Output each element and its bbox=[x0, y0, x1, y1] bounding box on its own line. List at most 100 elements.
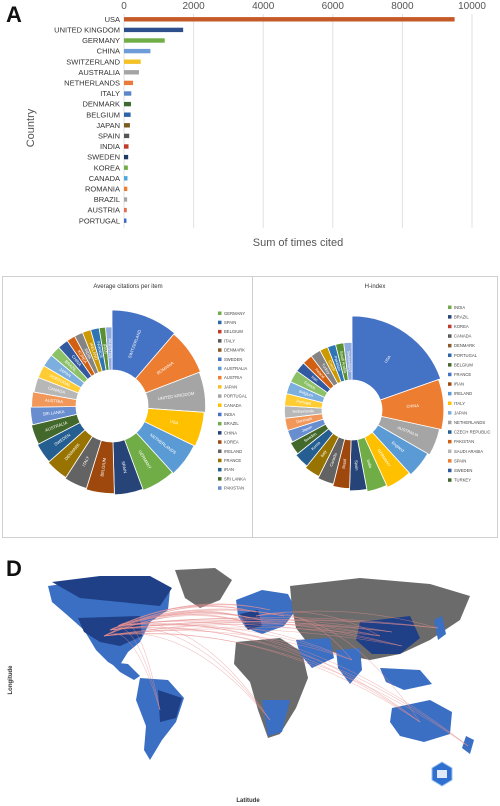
category-label: ROMANIA bbox=[85, 185, 120, 194]
slice-label: Netherlands bbox=[292, 408, 314, 414]
legend-label: AUSTRALIA bbox=[224, 366, 247, 371]
slice-label: SPAIN bbox=[121, 461, 128, 474]
legend-swatch bbox=[218, 477, 222, 481]
category-label: USA bbox=[105, 15, 120, 24]
land-middle-east bbox=[296, 638, 334, 668]
panel-label-d: D bbox=[6, 556, 22, 581]
bar bbox=[124, 186, 128, 192]
collab-link bbox=[109, 627, 421, 723]
legend-label: FRANCE bbox=[224, 458, 241, 463]
category-label: ITALY bbox=[100, 89, 120, 98]
slice-label: IRELAND bbox=[89, 342, 100, 361]
slice-label: BELGIUM bbox=[99, 457, 107, 477]
collab-link bbox=[117, 619, 403, 647]
legend-swatch bbox=[218, 486, 222, 490]
slice-label: Denmark bbox=[296, 416, 313, 424]
donut-slices bbox=[284, 315, 445, 493]
slice-label: AUSTRIA bbox=[45, 398, 64, 404]
bar bbox=[124, 133, 130, 139]
category-label: CHINA bbox=[97, 47, 120, 56]
collab-link bbox=[117, 623, 469, 747]
bar bbox=[124, 218, 127, 223]
land-canada bbox=[52, 576, 172, 606]
land-new-zealand bbox=[462, 736, 474, 754]
legend-label: PAKISTAN bbox=[224, 486, 244, 491]
collab-link bbox=[109, 627, 271, 721]
bar-chart-times-cited: 0 2000 4000 6000 8000 10000 USA UNITED KINGDOM… bbox=[25, 1, 486, 249]
category-label: SWITZERLAND bbox=[66, 57, 120, 66]
slice-label: INDIA bbox=[83, 348, 92, 360]
x-tick-label: 10000 bbox=[458, 1, 486, 12]
legend-label: KOREA bbox=[454, 324, 469, 329]
legend: INDIA BRAZIL KOREA CANADA DENMARK PORTUGAL BEL… bbox=[448, 305, 491, 483]
legend-swatch bbox=[218, 458, 222, 463]
legend-label: IRELAND bbox=[224, 449, 242, 454]
legend-label: JAPAN bbox=[224, 384, 237, 389]
legend-label: SPAIN bbox=[454, 458, 466, 463]
legend-swatch bbox=[448, 391, 452, 396]
donut-slices bbox=[30, 309, 206, 496]
legend-label: BELGIUM bbox=[224, 329, 243, 334]
x-axis-ticks: 0 2000 4000 6000 8000 10000 bbox=[121, 1, 486, 12]
legend-swatch bbox=[218, 394, 222, 398]
category-label: AUSTRIA bbox=[87, 206, 120, 215]
slice-label: Portugal bbox=[296, 398, 312, 405]
bar-series bbox=[124, 17, 455, 223]
legend-swatch bbox=[448, 363, 452, 367]
legend-label: BELGIUM bbox=[454, 362, 473, 367]
land-greenland bbox=[175, 568, 232, 608]
collab-link bbox=[103, 633, 421, 723]
legend-label: GERMANY bbox=[224, 311, 245, 316]
land-japan bbox=[434, 616, 446, 640]
legend-label: AUSTRIA bbox=[224, 375, 242, 380]
collab-link bbox=[117, 623, 271, 721]
legend-swatch bbox=[448, 324, 452, 329]
legend-swatch bbox=[448, 478, 452, 482]
collab-link bbox=[117, 608, 285, 627]
category-label: INDIA bbox=[100, 142, 120, 151]
legend-swatch bbox=[448, 439, 452, 444]
slice-label: CHINA bbox=[406, 403, 419, 409]
bar bbox=[124, 197, 128, 202]
slice-label: Korea bbox=[310, 440, 322, 452]
slice-label: Italy bbox=[319, 449, 327, 458]
donut-chart-h-index: H-index USACHINAAUSTRALIAEnglandGERMANYI… bbox=[284, 284, 491, 493]
legend-swatch bbox=[448, 468, 452, 473]
legend-label: SRI LANKA bbox=[224, 476, 246, 481]
slice-label: Canada bbox=[328, 452, 338, 468]
legend-swatch bbox=[448, 305, 452, 309]
land-central-america bbox=[110, 662, 140, 680]
legend-label: PORTUGAL bbox=[454, 353, 478, 358]
land-asia bbox=[290, 578, 470, 660]
legend-label: NETHERLANDS bbox=[454, 420, 485, 425]
bar bbox=[124, 59, 141, 64]
bar bbox=[124, 91, 132, 96]
x-axis-label: Sum of times cited bbox=[253, 237, 343, 249]
category-label: BRAZIL bbox=[94, 195, 120, 204]
slice-label: Spain bbox=[354, 460, 360, 471]
slice-label: ITALY bbox=[81, 455, 90, 467]
legend-label: PAKISTAN bbox=[454, 439, 474, 444]
legend-label: CZECH REPUBLIC bbox=[454, 430, 491, 435]
bar bbox=[124, 48, 151, 54]
legend-label: DENMARK bbox=[454, 343, 475, 348]
legend-swatch bbox=[448, 449, 452, 453]
collaboration-links bbox=[103, 603, 469, 747]
donut-chart-average-citations: Average citations per item SWITZERLANDRO… bbox=[30, 284, 248, 496]
chart-title: Average citations per item bbox=[93, 284, 162, 290]
bar bbox=[124, 70, 139, 75]
category-label: AUSTRALIA bbox=[78, 68, 120, 77]
category-label: GERMANY bbox=[82, 36, 120, 45]
slice-label: IRAN bbox=[102, 344, 108, 355]
collab-link bbox=[103, 630, 353, 661]
legend-label: KOREA bbox=[224, 440, 239, 445]
category-label: NETHERLANDS bbox=[64, 79, 120, 88]
slice-label: CANADA bbox=[48, 385, 66, 395]
legend-swatch bbox=[448, 430, 452, 434]
legend-swatch bbox=[218, 421, 222, 426]
legend-swatch bbox=[218, 440, 222, 444]
legend-label: PORTUGAL bbox=[224, 394, 248, 399]
category-label: KOREA bbox=[94, 163, 120, 172]
slice-label: KOREA bbox=[76, 349, 88, 364]
slice-label: Saudi Arabia bbox=[339, 350, 348, 374]
